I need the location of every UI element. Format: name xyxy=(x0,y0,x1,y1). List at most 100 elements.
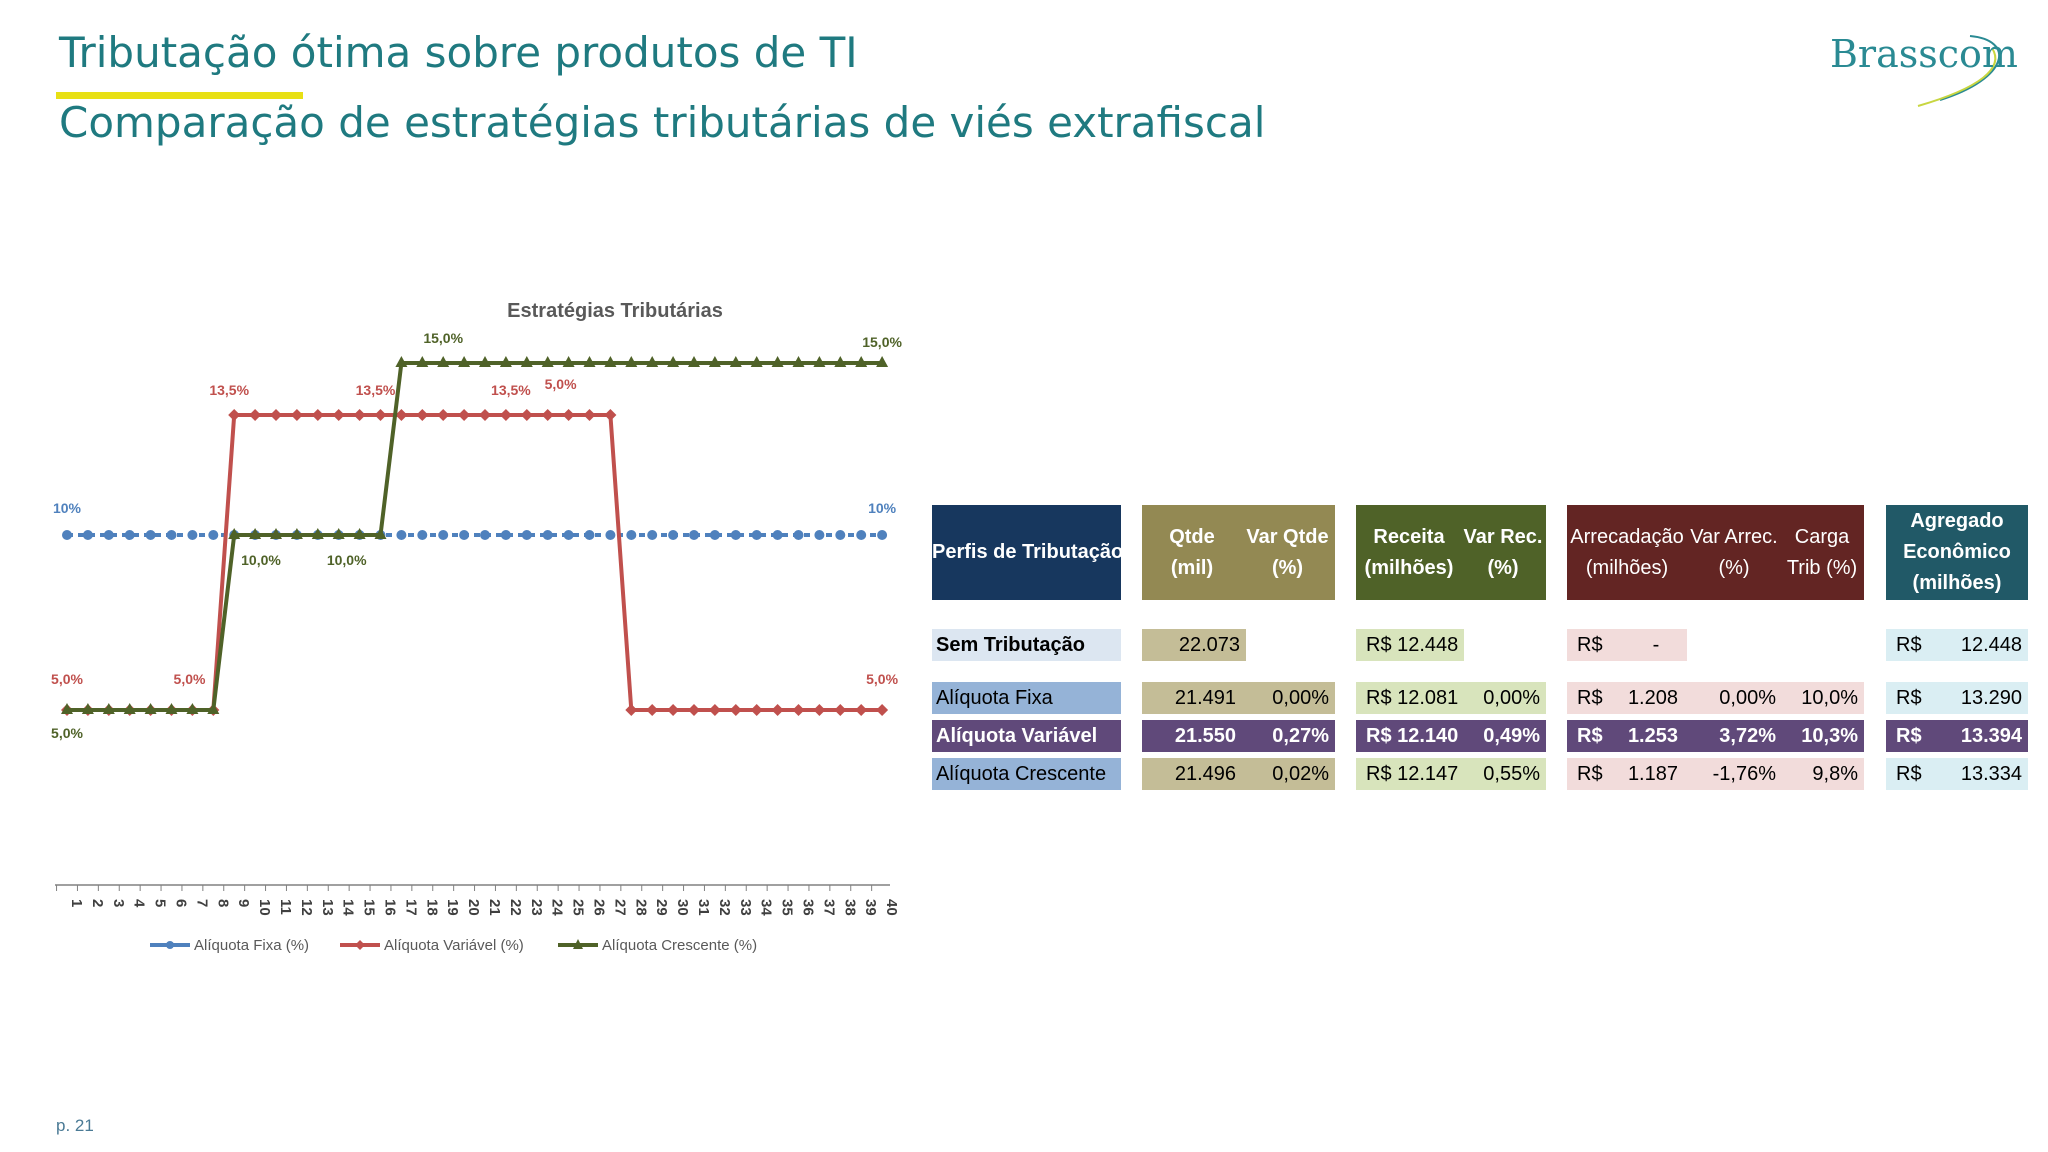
data-point xyxy=(290,528,303,539)
data-point xyxy=(145,530,156,540)
data-point xyxy=(499,409,512,421)
x-tick-label: 24 xyxy=(549,899,566,916)
data-label: 5,0% xyxy=(866,671,898,687)
cell-receita: R$ 12.081 xyxy=(1356,682,1462,714)
data-point xyxy=(667,704,680,716)
cell-receita: R$ 12.448 xyxy=(1356,629,1464,661)
cell-carga: 10,0% xyxy=(1780,682,1864,714)
x-tick-label: 18 xyxy=(423,899,440,916)
data-point xyxy=(604,356,617,367)
cell-agr-cur: R$ xyxy=(1886,682,2028,714)
data-point xyxy=(520,356,533,367)
cell-agregado: 12.448 xyxy=(1960,634,2022,656)
data-label: 13,5% xyxy=(356,382,396,398)
data-point xyxy=(61,703,73,714)
data-label: 5,0% xyxy=(174,671,206,687)
data-point xyxy=(479,356,491,367)
data-point xyxy=(605,530,616,540)
data-point xyxy=(82,530,93,540)
x-tick-label: 36 xyxy=(800,899,817,916)
brasscom-logo: Brasscom xyxy=(1820,28,2020,118)
data-point xyxy=(521,530,532,540)
data-point xyxy=(437,409,450,421)
data-point xyxy=(458,409,471,421)
cell-agr-cur: R$ xyxy=(1886,629,2028,661)
header-carga: Carga Trib (%) xyxy=(1786,525,1858,579)
data-point xyxy=(187,530,198,540)
plot-area: 1 2 3 4 5 6 7 8 9 10 11 12 13 14 15 16 17 18 19 20 21 22 23 24 2… xyxy=(51,330,902,954)
row-label: Sem Tributação xyxy=(932,629,1121,661)
data-point xyxy=(500,530,511,540)
cell-var-rec: 0,49% xyxy=(1460,720,1546,752)
data-point xyxy=(541,356,554,367)
x-tick-label: 26 xyxy=(591,899,608,916)
cell-agregado: 13.290 xyxy=(1960,687,2022,709)
series-line-2 xyxy=(67,413,883,712)
data-point xyxy=(647,530,658,540)
data-point xyxy=(604,409,617,421)
row-label: Alíquota Variável xyxy=(932,720,1121,752)
data-point xyxy=(353,409,366,421)
data-label: 10,0% xyxy=(327,552,367,568)
cell-arrec: 1.208 xyxy=(1627,687,1678,709)
x-tick-label: 40 xyxy=(883,899,900,916)
cell-qtde: 22.073 xyxy=(1142,629,1246,661)
header-qtde: Qtde (mil) xyxy=(1169,525,1215,579)
header-arrecadacao: Arrecadação (milhões) xyxy=(1570,525,1684,579)
legend-marker xyxy=(573,939,583,949)
data-label: 13,5% xyxy=(209,382,249,398)
data-point xyxy=(688,704,700,716)
data-label: 10% xyxy=(53,500,82,516)
x-tick-label: 15 xyxy=(361,899,378,916)
data-point xyxy=(876,704,889,716)
data-point xyxy=(792,704,805,716)
x-tick-label: 20 xyxy=(465,899,482,916)
data-point xyxy=(520,409,533,421)
data-point xyxy=(876,356,889,367)
data-point xyxy=(81,703,94,714)
header-arrec-block xyxy=(1567,505,1864,600)
x-tick-label: 37 xyxy=(820,899,837,916)
cell-arrec-cur: R$ xyxy=(1567,682,1687,714)
cell-agregado: 13.394 xyxy=(1960,725,2022,747)
header-perfis: Perfis de Tributação xyxy=(932,505,1123,600)
x-tick-label: 8 xyxy=(214,899,231,907)
data-point xyxy=(668,530,679,540)
header-qtde-block xyxy=(1142,505,1335,600)
data-point xyxy=(332,528,345,539)
data-point xyxy=(103,530,114,540)
data-point xyxy=(541,409,554,421)
data-point xyxy=(689,530,699,540)
cell-arrec-cur: R$ xyxy=(1567,758,1687,790)
data-label: 10% xyxy=(868,500,897,516)
data-point xyxy=(855,704,868,716)
row-label: Alíquota Fixa xyxy=(932,682,1121,714)
data-point xyxy=(583,356,596,367)
x-tick-label: 39 xyxy=(862,899,879,916)
data-point xyxy=(228,528,241,539)
x-tick-label: 28 xyxy=(632,899,649,916)
data-label: 5,0% xyxy=(51,671,83,687)
data-point xyxy=(123,703,136,714)
data-point xyxy=(729,356,742,367)
x-tick-label: 23 xyxy=(528,899,545,916)
cell-var-qtde: 0,27% xyxy=(1240,720,1335,752)
x-tick-label: 2 xyxy=(89,899,106,907)
header-var-qtde: Var Qtde (%) xyxy=(1246,525,1329,579)
title-underline xyxy=(56,92,303,99)
data-point xyxy=(416,356,429,367)
data-point xyxy=(353,528,366,539)
cell-receita: R$ 12.140 xyxy=(1356,720,1462,752)
x-tick-label: 19 xyxy=(444,899,461,916)
legend-marker xyxy=(166,941,174,949)
x-tick-label: 31 xyxy=(695,899,712,916)
header-var-rec: Var Rec. (%) xyxy=(1463,525,1543,579)
data-point xyxy=(813,704,826,716)
data-point xyxy=(395,409,408,421)
data-point xyxy=(877,530,888,540)
header-receita-block xyxy=(1356,505,1546,600)
x-tick-label: 34 xyxy=(758,899,775,916)
data-point xyxy=(458,356,471,367)
cell-agr-cur: R$ xyxy=(1886,720,2028,752)
data-point xyxy=(480,530,490,540)
